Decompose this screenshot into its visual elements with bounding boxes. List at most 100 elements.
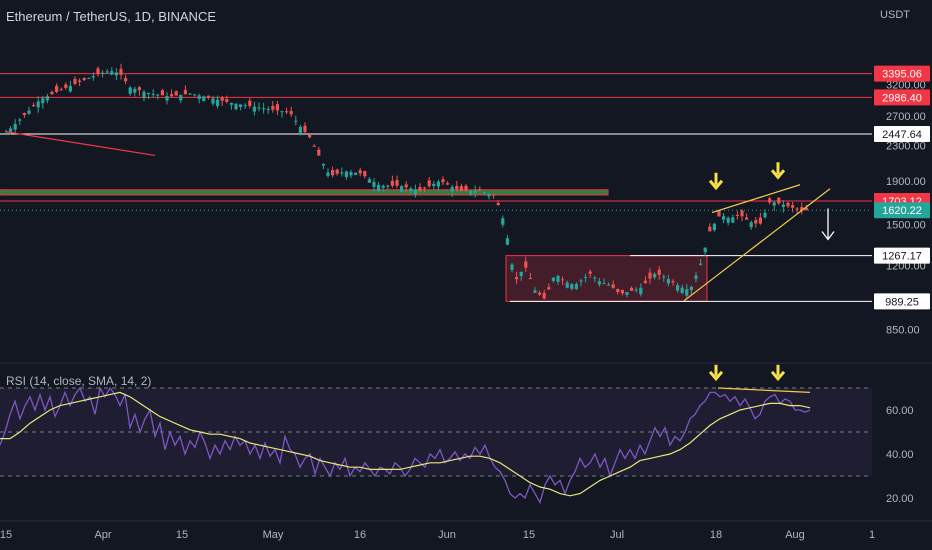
candle-body bbox=[216, 99, 220, 107]
price-level-badge bbox=[874, 126, 930, 143]
candle-body bbox=[487, 193, 491, 197]
candle-body bbox=[676, 285, 680, 291]
candle-body bbox=[469, 190, 473, 195]
candle-body bbox=[202, 96, 206, 102]
candle-body bbox=[450, 186, 454, 192]
rsi-axis-tick-label: 20.00 bbox=[886, 493, 914, 505]
candle-body bbox=[101, 72, 105, 74]
candle-body bbox=[105, 71, 109, 73]
candle-body bbox=[390, 180, 394, 186]
candle-body bbox=[754, 220, 758, 224]
down-arrow-head bbox=[821, 231, 835, 241]
candle-body bbox=[427, 180, 431, 187]
candle-body bbox=[294, 120, 298, 122]
candle-body bbox=[533, 290, 537, 293]
rsi-axis-tick-label: 40.00 bbox=[886, 449, 914, 461]
candle-body bbox=[441, 179, 445, 183]
candle-body bbox=[326, 172, 330, 176]
candle-body bbox=[519, 271, 523, 277]
candle-body bbox=[740, 210, 744, 217]
candle-body bbox=[317, 149, 321, 156]
candle-body bbox=[73, 78, 77, 84]
candle-body bbox=[4, 132, 8, 134]
trend-line bbox=[4, 131, 156, 157]
candle-body bbox=[501, 218, 505, 225]
candle-body bbox=[699, 263, 703, 265]
candle-body bbox=[165, 96, 169, 101]
price-axis-tick-label: 1900.00 bbox=[886, 176, 926, 188]
candle-body bbox=[584, 276, 588, 278]
candle-body bbox=[275, 104, 279, 111]
candle-body bbox=[114, 72, 118, 76]
price-axis-tick-label: 1500.00 bbox=[886, 219, 926, 231]
candle-body bbox=[404, 184, 408, 188]
candle-body bbox=[528, 278, 532, 280]
price-level-badge bbox=[874, 293, 930, 310]
candle-body bbox=[639, 287, 643, 295]
candle-body bbox=[556, 275, 560, 282]
candle-body bbox=[50, 91, 54, 95]
candle-body bbox=[340, 172, 344, 174]
candle-body bbox=[597, 281, 601, 285]
rsi-indicator-label[interactable]: RSI (14, close, SMA, 14, 2) bbox=[6, 374, 152, 388]
time-axis-tick-label: 16 bbox=[354, 529, 366, 541]
candle-body bbox=[289, 111, 293, 115]
candle-body bbox=[561, 279, 565, 281]
candle-body bbox=[781, 204, 785, 208]
candle-body bbox=[763, 212, 767, 218]
candle-body bbox=[625, 292, 629, 295]
candle-body bbox=[239, 104, 243, 107]
candle-body bbox=[119, 68, 123, 75]
candle-body bbox=[712, 223, 716, 231]
time-axis-tick-label: Aug bbox=[785, 529, 805, 541]
time-axis-tick-label: 15 bbox=[176, 529, 188, 541]
price-level-badge bbox=[874, 89, 930, 106]
candle-body bbox=[124, 78, 128, 82]
candle-body bbox=[473, 190, 477, 193]
candle-body bbox=[395, 180, 399, 186]
candle-body bbox=[579, 280, 583, 282]
candle-body bbox=[726, 217, 730, 223]
candle-body bbox=[634, 289, 638, 291]
candle-body bbox=[128, 87, 132, 94]
candle-body bbox=[367, 179, 371, 183]
candle-body bbox=[36, 101, 40, 108]
candle-body bbox=[657, 269, 661, 275]
trend-line bbox=[683, 188, 831, 302]
candle-body bbox=[381, 185, 385, 188]
rsi-sma-line bbox=[0, 391, 811, 497]
candle-body bbox=[321, 164, 325, 166]
trend-line bbox=[711, 184, 801, 214]
candle-body bbox=[147, 93, 151, 95]
candle-body bbox=[183, 89, 187, 95]
rsi-divergence-line bbox=[717, 387, 811, 393]
candle-body bbox=[459, 186, 463, 191]
candle-body bbox=[257, 107, 261, 109]
candle-body bbox=[206, 95, 210, 98]
rsi-line bbox=[0, 386, 811, 505]
candle-body bbox=[87, 78, 91, 80]
candle-body bbox=[156, 94, 160, 96]
candle-body bbox=[82, 77, 86, 80]
price-level-value: 1267.17 bbox=[882, 251, 922, 263]
candle-body bbox=[252, 106, 256, 112]
candle-body bbox=[280, 111, 284, 113]
candle-body bbox=[694, 275, 698, 279]
candle-body bbox=[18, 119, 22, 121]
candle-body bbox=[110, 71, 114, 75]
candle-body bbox=[193, 94, 197, 96]
candle-body bbox=[593, 277, 597, 279]
candle-body bbox=[358, 170, 362, 174]
rsi-arrow-head bbox=[770, 370, 786, 382]
candle-body bbox=[137, 87, 141, 91]
candle-body bbox=[41, 98, 45, 104]
candle-body bbox=[505, 238, 509, 245]
time-axis-tick-label: Jun bbox=[438, 529, 456, 541]
candle-body bbox=[243, 105, 247, 107]
candle-body bbox=[179, 94, 183, 101]
candle-body bbox=[777, 197, 781, 204]
candle-body bbox=[588, 271, 592, 274]
candle-body bbox=[285, 111, 289, 113]
rsi-arrow-head bbox=[708, 370, 724, 382]
